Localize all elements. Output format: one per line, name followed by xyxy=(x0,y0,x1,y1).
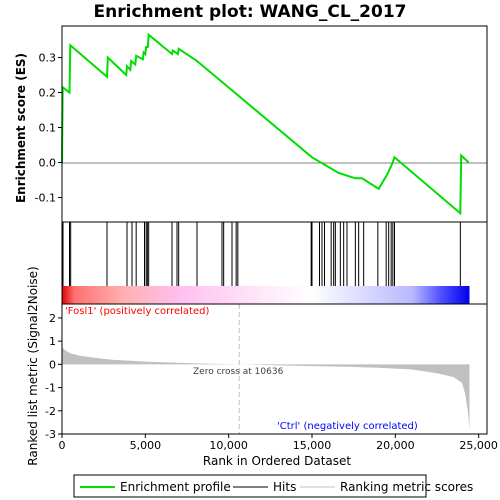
rank-y-tick-label: 0 xyxy=(49,358,56,371)
rank-y-tick-label: -1 xyxy=(45,382,56,395)
chart-title: Enrichment plot: WANG_CL_2017 xyxy=(94,2,407,22)
rank-y-axis-label: Ranked list metric (Signal2Noise) xyxy=(26,266,40,465)
es-y-tick-label: 0.1 xyxy=(39,122,57,135)
rank-y-tick-label: -3 xyxy=(45,428,56,441)
rank-y-tick-label: 1 xyxy=(49,335,56,348)
rank-x-tick-label: 0 xyxy=(59,439,66,452)
es-y-tick-label: 0.3 xyxy=(39,52,57,65)
rank-y-tick-label: -2 xyxy=(45,405,56,418)
es-plot-frame xyxy=(61,25,488,223)
es-y-axis-ticks: -0.1 0.0 0.1 0.2 0.3 xyxy=(35,52,62,205)
rank-x-tick-label: 15,000 xyxy=(293,439,332,452)
es-y-tick-label: -0.1 xyxy=(35,192,56,205)
rank-x-tick-label: 5,000 xyxy=(130,439,162,452)
rank-x-tick-label: 25,000 xyxy=(459,439,498,452)
rank-plot-frame xyxy=(61,303,488,435)
es-panel: -0.1 0.0 0.1 0.2 0.3 Enrichment score (ES) xyxy=(14,25,488,223)
es-y-tick-label: 0.0 xyxy=(39,157,57,170)
hits-panel xyxy=(61,221,488,305)
legend-hits-label: Hits xyxy=(273,480,296,494)
negative-correlation-label: 'Ctrl' (negatively correlated) xyxy=(277,421,418,432)
heatmap-fill xyxy=(62,286,470,304)
rank-y-tick-label: 2 xyxy=(49,312,56,325)
hit-lines xyxy=(62,222,461,286)
es-y-tick-label: 0.2 xyxy=(39,87,57,100)
rank-x-tick-label: 20,000 xyxy=(376,439,415,452)
rank-x-axis-label: Rank in Ordered Dataset xyxy=(203,454,351,468)
rank-x-tick-label: 10,000 xyxy=(209,439,248,452)
rank-y-axis-ticks: -3 -2 -1 0 1 2 xyxy=(45,312,62,441)
ranking-metric-area xyxy=(62,343,470,430)
enrichment-profile-line xyxy=(61,32,470,216)
legend: Enrichment profile Hits Ranking metric s… xyxy=(73,474,473,498)
legend-enrichment-label: Enrichment profile xyxy=(120,480,231,494)
ranking-heatmap-bar xyxy=(62,286,470,304)
rank-x-axis-ticks: 0 5,000 10,000 15,000 20,000 25,000 xyxy=(59,434,498,452)
legend-box xyxy=(73,474,427,498)
positive-correlation-label: 'Fosl1' (positively correlated) xyxy=(65,306,209,317)
es-y-axis-label: Enrichment score (ES) xyxy=(14,53,28,203)
rank-panel: -3 -2 -1 0 1 2 0 5,000 10,000 15,000 20,000 25,000… xyxy=(26,266,498,468)
zero-cross-label: Zero cross at 10636 xyxy=(193,367,284,377)
legend-ranking-label: Ranking metric scores xyxy=(340,480,473,494)
